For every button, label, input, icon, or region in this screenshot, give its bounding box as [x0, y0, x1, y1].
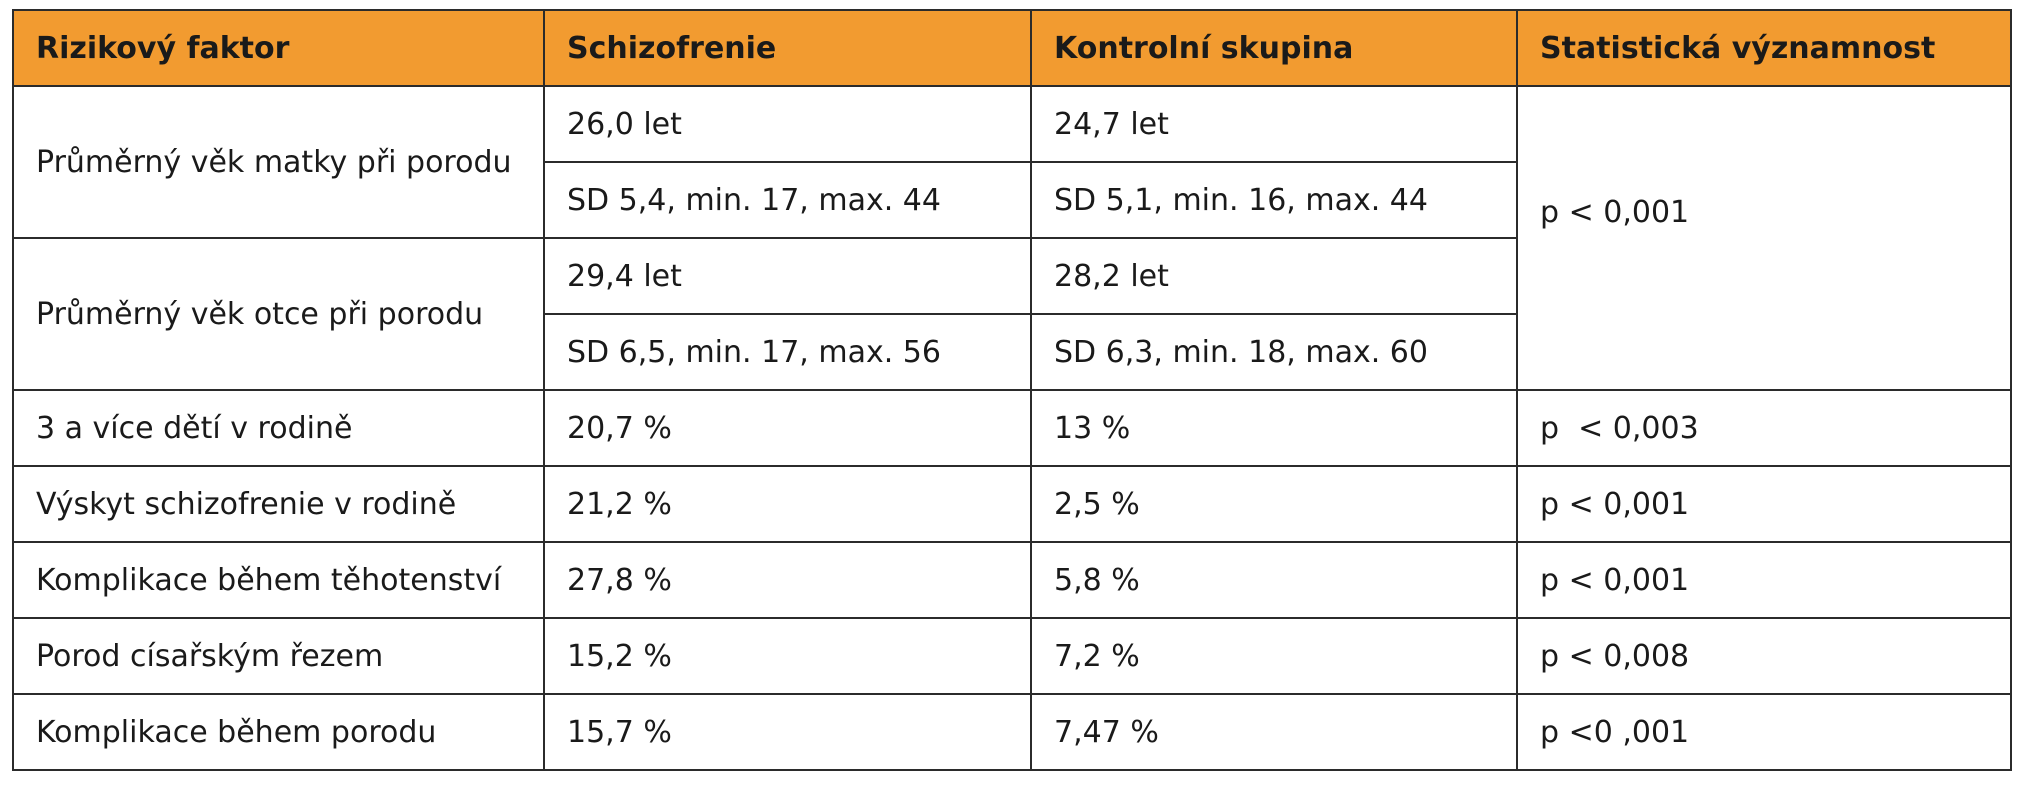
factor-cell: 3 a více dětí v rodině: [12, 389, 545, 467]
header-risk-factor: Rizikový faktor: [12, 9, 545, 87]
control-value-cell: 28,2 let: [1030, 237, 1518, 315]
factor-cell: Komplikace během porodu: [12, 693, 545, 771]
factor-cell: Průměrný věk matky při porodu: [12, 85, 545, 239]
table-row: Komplikace během porodu 15,7 % 7,47 % p …: [12, 693, 2012, 771]
header-schizophrenia: Schizofrenie: [543, 9, 1032, 87]
significance-cell: p < 0,001: [1516, 541, 2012, 619]
control-value-cell: 13 %: [1030, 389, 1518, 467]
table-row: Průměrný věk matky při porodu 26,0 let 2…: [12, 85, 2012, 391]
factor-cell: Porod císařským řezem: [12, 617, 545, 695]
control-sd-cell: SD 5,1, min. 16, max. 44: [1030, 161, 1518, 239]
table-row: 3 a více dětí v rodině 20,7 % 13 % p < 0…: [12, 389, 2012, 467]
schizo-value-cell: 15,7 %: [543, 693, 1032, 771]
significance-cell: p < 0,003: [1516, 389, 2012, 467]
table-row: Průměrný věk otce při porodu 29,4 let 28…: [12, 237, 2011, 391]
header-control-group: Kontrolní skupina: [1030, 9, 1518, 87]
table-row: SD 6,5, min. 17, max. 56 SD 6,3, min. 18…: [13, 313, 2011, 391]
factor-cell: Průměrný věk otce při porodu: [12, 237, 545, 391]
schizo-value-cell: 21,2 %: [543, 465, 1032, 543]
control-value-cell: 24,7 let: [1030, 85, 1518, 163]
schizo-sd-cell: SD 5,4, min. 17, max. 44: [543, 161, 1032, 239]
table-row: SD 5,4, min. 17, max. 44 SD 5,1, min. 16…: [13, 161, 2011, 239]
header-significance: Statistická významnost: [1516, 9, 2012, 87]
risk-factor-table: Rizikový faktor Schizofrenie Kontrolní s…: [12, 9, 2012, 771]
control-value-cell: 2,5 %: [1030, 465, 1518, 543]
significance-cell: p <0 ,001: [1516, 693, 2012, 771]
factor-cell: Výskyt schizofrenie v rodině: [12, 465, 545, 543]
table-header-row: Rizikový faktor Schizofrenie Kontrolní s…: [12, 9, 2012, 87]
schizo-value-cell: 26,0 let: [543, 85, 1032, 163]
control-sd-cell: SD 6,3, min. 18, max. 60: [1030, 313, 1518, 391]
schizo-sd-cell: SD 6,5, min. 17, max. 56: [543, 313, 1032, 391]
table-row: Porod císařským řezem 15,2 % 7,2 % p < 0…: [12, 617, 2012, 695]
control-value-cell: 5,8 %: [1030, 541, 1518, 619]
table-row: Komplikace během těhotenství 27,8 % 5,8 …: [12, 541, 2012, 619]
significance-cell: p < 0,001: [1516, 85, 2012, 391]
control-value-cell: 7,47 %: [1030, 693, 1518, 771]
significance-cell: p < 0,001: [1516, 465, 2012, 543]
table-row: Výskyt schizofrenie v rodině 21,2 % 2,5 …: [12, 465, 2012, 543]
significance-cell: p < 0,008: [1516, 617, 2012, 695]
schizo-value-cell: 29,4 let: [543, 237, 1032, 315]
control-value-cell: 7,2 %: [1030, 617, 1518, 695]
schizo-value-cell: 15,2 %: [543, 617, 1032, 695]
schizo-value-cell: 20,7 %: [543, 389, 1032, 467]
schizo-value-cell: 27,8 %: [543, 541, 1032, 619]
factor-cell: Komplikace během těhotenství: [12, 541, 545, 619]
